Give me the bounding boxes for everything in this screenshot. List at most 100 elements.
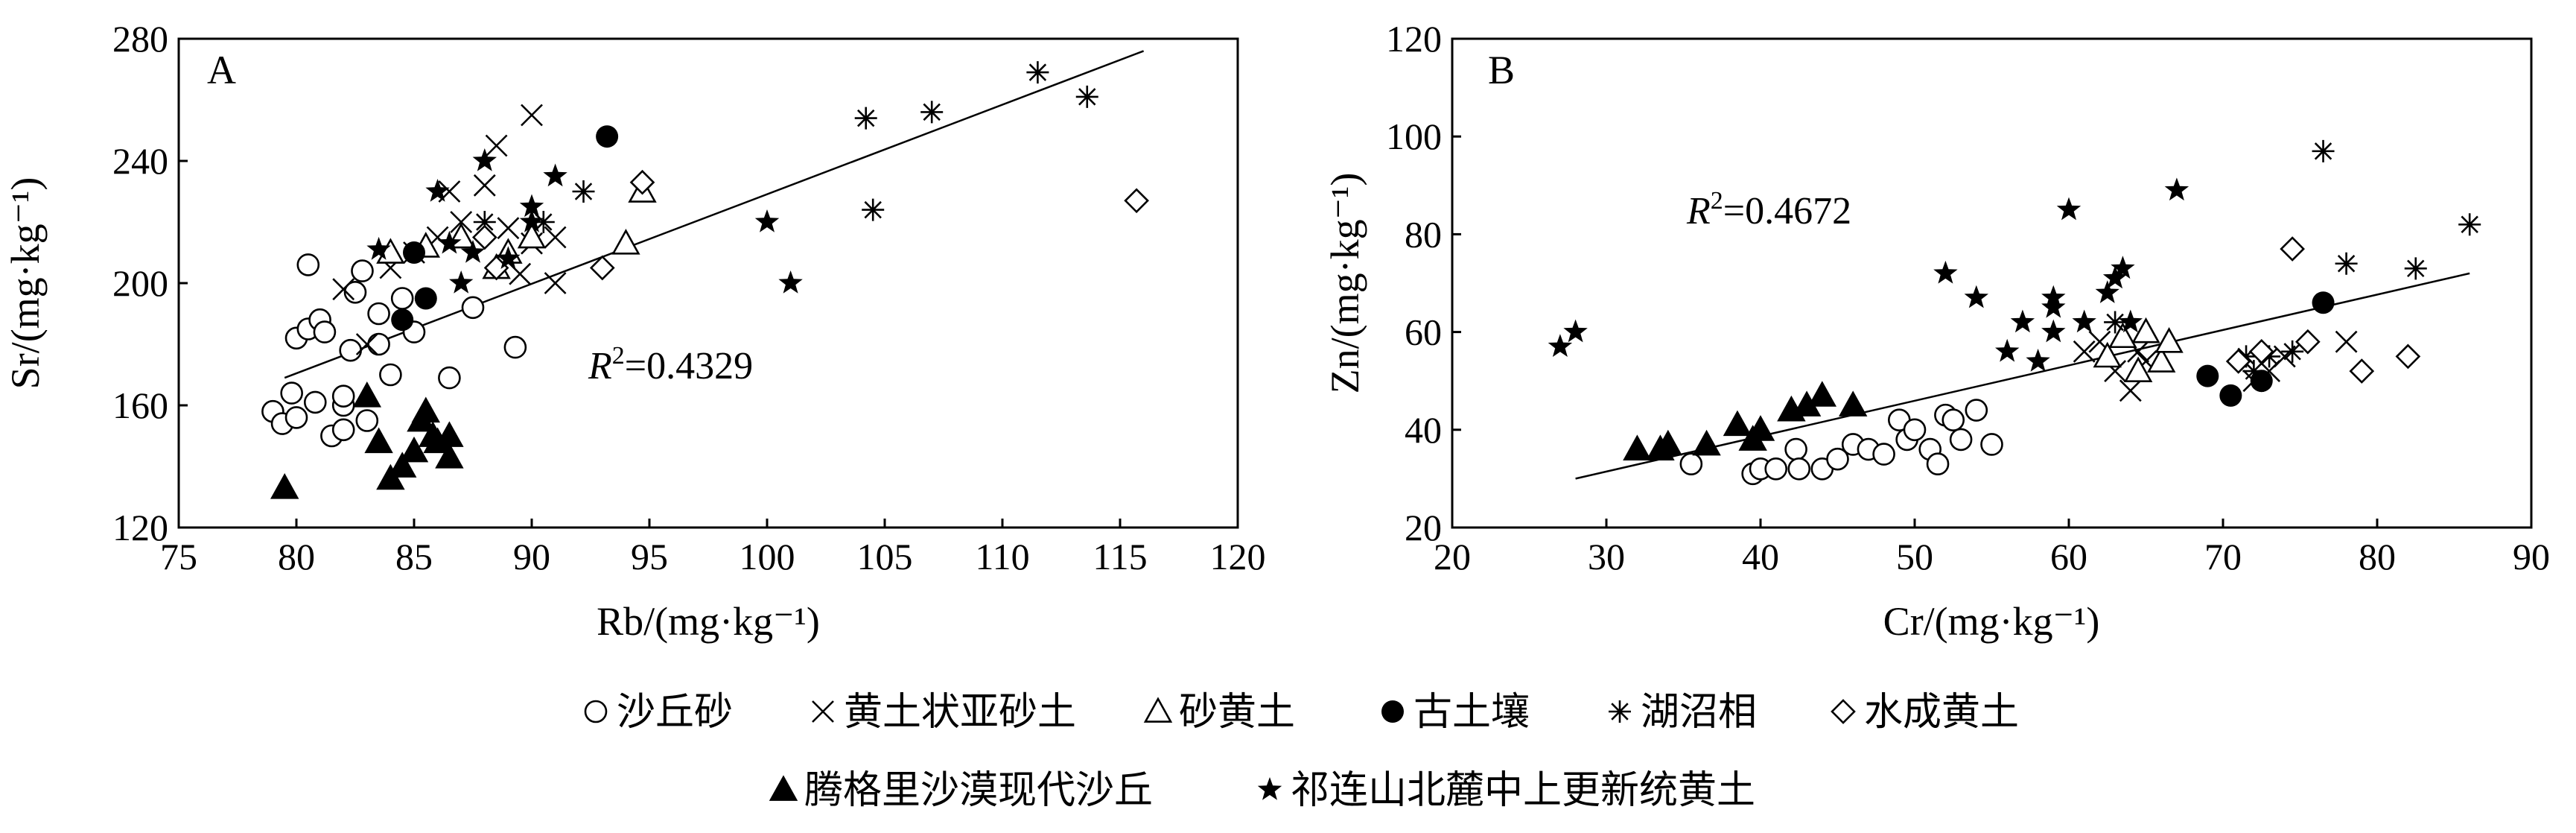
legend-item: 水成黄土 xyxy=(1831,690,2019,735)
x-tick-label: 30 xyxy=(1588,536,1625,577)
data-point-asterisk xyxy=(2404,257,2427,280)
data-point-star-filled xyxy=(754,209,780,232)
data-point-asterisk xyxy=(2458,213,2481,236)
data-point-diamond-open xyxy=(2295,329,2321,355)
x-tick-label: 75 xyxy=(160,536,197,577)
legend-marker-triangle-open xyxy=(1143,697,1173,723)
legend-marker-circle-filled xyxy=(1381,700,1404,723)
y-tick-label: 280 xyxy=(112,18,168,60)
data-point-cross xyxy=(2073,340,2096,363)
y-tick-label: 120 xyxy=(112,507,168,548)
panel-a-label: A xyxy=(207,48,236,92)
panel-b-r2-sup: 2 xyxy=(1711,187,1723,215)
x-tick-label: 110 xyxy=(975,536,1029,577)
data-point-triangle-filled xyxy=(1746,415,1775,441)
data-point-cross xyxy=(473,174,496,197)
data-point-star-filled xyxy=(425,179,450,202)
panel-b-label: B xyxy=(1488,48,1515,92)
data-point-star-filled xyxy=(496,246,521,269)
data-point-triangle-open xyxy=(517,222,547,249)
x-tick-label: 120 xyxy=(1210,536,1266,577)
y-tick-label: 240 xyxy=(112,140,168,182)
series-group xyxy=(376,177,657,279)
data-point-circle-filled xyxy=(414,287,437,310)
data-point-cross xyxy=(485,134,508,157)
series-group xyxy=(473,61,1098,233)
legend-label: 祁连山北麓中上更新统黄土 xyxy=(1291,768,1755,813)
data-point-star-filled xyxy=(2095,280,2119,303)
x-tick-label: 115 xyxy=(1093,536,1147,577)
x-tick-label: 95 xyxy=(631,536,668,577)
y-tick-label: 80 xyxy=(1405,213,1442,255)
data-point-star-filled xyxy=(2118,309,2143,333)
data-point-circle-open xyxy=(331,418,355,442)
data-point-asterisk xyxy=(2335,252,2358,275)
data-point-triangle-filled xyxy=(1653,429,1683,456)
data-point-star-filled xyxy=(472,148,497,171)
data-point-circle-filled xyxy=(2196,364,2219,387)
data-point-circle-open xyxy=(461,296,485,320)
data-point-circle-open xyxy=(296,253,320,276)
data-point-circle-open xyxy=(303,390,327,414)
x-tick-label: 85 xyxy=(395,536,433,577)
data-point-circle-open xyxy=(1903,418,1927,442)
data-point-asterisk xyxy=(1075,85,1098,108)
data-point-star-filled xyxy=(460,240,486,263)
legend-item: 砂黄土 xyxy=(1143,690,1295,735)
data-point-star-filled xyxy=(778,270,803,294)
data-point-cross xyxy=(497,217,520,240)
series-group xyxy=(2225,236,2421,384)
legend-label: 古土壤 xyxy=(1413,690,1530,735)
data-point-circle-open xyxy=(1679,452,1703,476)
panel-a-r2-prefix: R xyxy=(588,345,612,387)
legend-item: 腾格里沙漠现代沙丘 xyxy=(769,768,1153,813)
data-point-triangle-filled xyxy=(364,427,393,454)
legend-label: 沙丘砂 xyxy=(617,690,733,735)
data-point-star-filled xyxy=(1933,260,1958,284)
legend-label: 湖沼相 xyxy=(1641,690,1757,735)
legend-label: 砂黄土 xyxy=(1179,690,1295,735)
data-point-triangle-filled xyxy=(270,473,299,499)
data-point-star-filled xyxy=(2026,349,2050,372)
data-point-asterisk xyxy=(2104,311,2127,334)
x-tick-label: 105 xyxy=(857,536,913,577)
data-point-cross xyxy=(450,211,473,233)
legend-item: 湖沼相 xyxy=(1609,690,1757,735)
data-point-star-filled xyxy=(2111,256,2135,279)
panel-b-r2-prefix: R xyxy=(1686,190,1711,232)
data-point-star-filled xyxy=(1548,334,1573,357)
data-point-asterisk xyxy=(572,180,595,203)
data-point-cross xyxy=(544,226,567,249)
data-point-cross xyxy=(544,272,567,294)
data-point-cross xyxy=(332,278,355,301)
data-point-triangle-filled xyxy=(399,436,429,463)
data-point-circle-open xyxy=(1764,457,1787,481)
data-point-star-filled xyxy=(2072,309,2096,333)
data-point-star-filled xyxy=(1563,319,1588,343)
x-tick-label: 20 xyxy=(1434,536,1471,577)
x-tick-label: 50 xyxy=(1896,536,1933,577)
data-point-triangle-filled xyxy=(1807,381,1837,407)
data-point-circle-filled xyxy=(403,241,425,264)
data-point-circle-open xyxy=(390,287,414,310)
legend-marker-circle-open xyxy=(584,700,608,723)
series-group xyxy=(391,125,619,332)
data-point-circle-open xyxy=(1941,408,1965,431)
data-point-star-filled xyxy=(366,236,391,260)
data-point-triangle-open xyxy=(611,229,640,255)
data-point-asterisk xyxy=(473,211,496,233)
panel-a-r2-value: =0.4329 xyxy=(625,345,753,387)
legend-marker-asterisk xyxy=(1609,700,1631,723)
data-point-circle-open xyxy=(1926,452,1950,476)
legend-item: 黄土状亚砂土 xyxy=(812,690,1076,735)
y-tick-label: 100 xyxy=(1386,115,1442,157)
data-point-asterisk xyxy=(2258,345,2281,368)
x-tick-label: 80 xyxy=(278,536,315,577)
panel-a-r2-sup: 2 xyxy=(612,342,625,370)
y-tick-label: 200 xyxy=(112,262,168,304)
legend-item: 古土壤 xyxy=(1381,690,1530,735)
panel-a-x-axis-label: Rb/(mg·kg⁻¹) xyxy=(597,599,820,644)
legend-marker-cross xyxy=(812,700,834,723)
data-point-cross xyxy=(2335,330,2358,353)
data-point-star-filled xyxy=(437,230,462,254)
